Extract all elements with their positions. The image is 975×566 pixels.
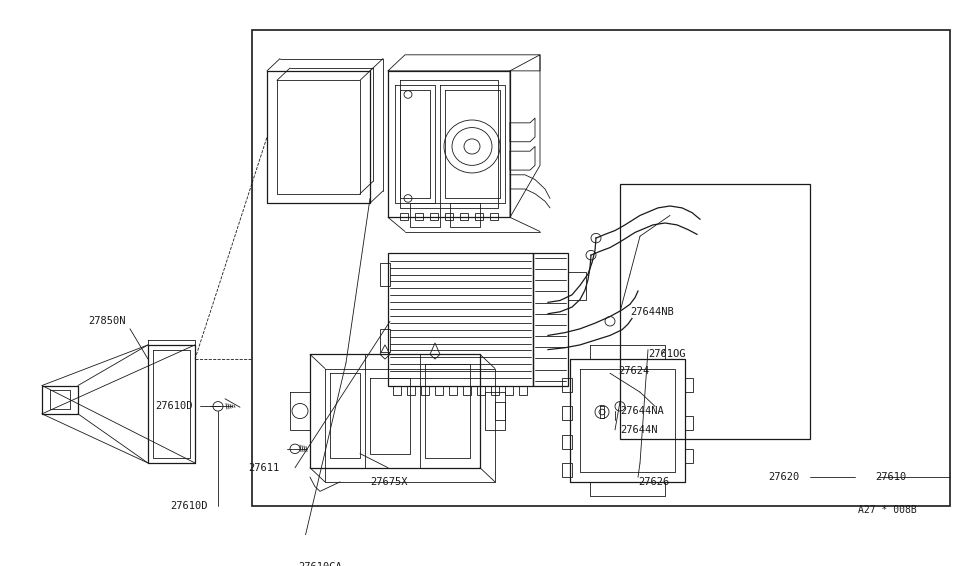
Bar — [685, 449, 693, 463]
Bar — [533, 253, 568, 385]
Bar — [490, 213, 498, 220]
Bar — [562, 406, 572, 421]
Bar — [685, 378, 693, 392]
Bar — [380, 263, 390, 286]
Text: 27620: 27620 — [768, 472, 800, 482]
Text: 27610: 27610 — [875, 472, 906, 482]
Text: 27610D: 27610D — [170, 500, 208, 511]
Text: 27611: 27611 — [248, 463, 279, 473]
Text: A27 * 008B: A27 * 008B — [858, 505, 916, 515]
Bar — [393, 385, 401, 395]
Bar — [562, 463, 572, 477]
Bar — [421, 385, 429, 395]
Bar — [519, 385, 527, 395]
Text: 27644N: 27644N — [620, 425, 657, 435]
Bar — [475, 213, 483, 220]
Text: 27610D: 27610D — [155, 401, 192, 411]
Bar — [568, 272, 586, 301]
Text: 27644NA: 27644NA — [620, 406, 664, 416]
Text: 27850N: 27850N — [88, 316, 126, 326]
Bar — [463, 385, 471, 395]
Text: 27626: 27626 — [638, 477, 669, 487]
Bar — [685, 416, 693, 430]
Text: 2761OG: 2761OG — [648, 349, 685, 359]
Bar — [252, 30, 950, 507]
Bar — [491, 385, 499, 395]
Bar — [477, 385, 485, 395]
Text: 27644NB: 27644NB — [630, 307, 674, 317]
Text: 27610GA: 27610GA — [298, 562, 342, 566]
Bar — [460, 213, 468, 220]
Bar — [388, 253, 533, 385]
Bar — [380, 329, 390, 353]
Bar — [400, 213, 408, 220]
Bar — [415, 213, 423, 220]
Bar — [449, 385, 457, 395]
Text: 27624: 27624 — [618, 366, 649, 376]
Bar — [562, 378, 572, 392]
Text: 27675X: 27675X — [370, 477, 408, 487]
Bar — [445, 213, 453, 220]
Bar — [407, 385, 415, 395]
Bar — [620, 185, 810, 439]
Bar — [562, 435, 572, 449]
Bar — [505, 385, 513, 395]
Bar — [430, 213, 438, 220]
Bar — [435, 385, 443, 395]
